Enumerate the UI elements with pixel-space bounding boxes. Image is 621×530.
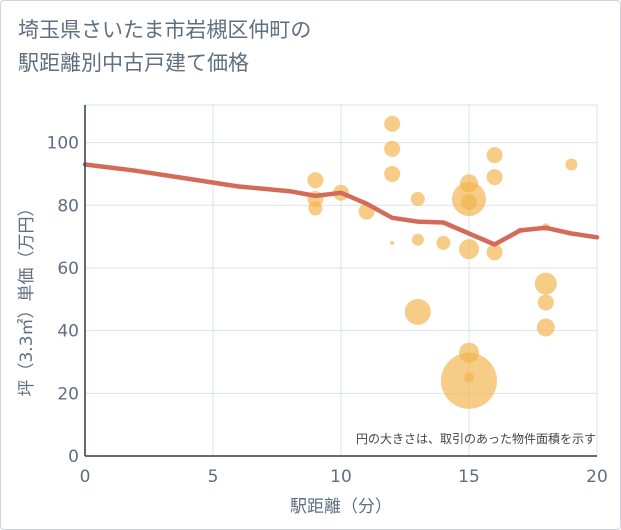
- x-tick-label: 10: [330, 467, 352, 487]
- data-bubble: [534, 272, 557, 295]
- data-bubble: [384, 165, 401, 182]
- data-bubble: [404, 298, 431, 325]
- y-tick-label: 100: [47, 134, 79, 154]
- data-bubble: [308, 201, 323, 216]
- bubble-size-note: 円の大きさは、取引のあった物件面積を示す: [356, 431, 596, 446]
- data-bubble: [410, 192, 425, 207]
- axes: 0 5 10 15 20 0 20 40 60 80 100: [47, 105, 608, 487]
- bubbles-layer: [307, 115, 578, 409]
- data-bubble: [486, 147, 503, 164]
- data-bubble: [459, 239, 479, 260]
- x-tick-label: 0: [80, 467, 91, 487]
- y-tick-label: 20: [57, 384, 79, 404]
- data-bubble: [384, 140, 401, 157]
- grid: [84, 104, 598, 457]
- data-bubble: [390, 240, 395, 245]
- x-tick-label: 15: [458, 467, 480, 487]
- y-tick-label: 0: [68, 447, 79, 467]
- data-bubble: [537, 294, 554, 311]
- data-bubble: [307, 172, 324, 189]
- y-tick-label: 40: [57, 322, 79, 342]
- x-axis-title: 駅距離（分）: [290, 497, 392, 517]
- y-tick-label: 80: [57, 196, 79, 216]
- data-bubble: [565, 158, 578, 171]
- x-tick-label: 5: [208, 467, 219, 487]
- x-tick-label: 20: [586, 467, 608, 487]
- trend-layer: [82, 162, 600, 247]
- data-bubble: [461, 194, 477, 211]
- trend-line: [82, 162, 600, 247]
- data-bubble: [384, 115, 401, 132]
- data-bubble: [436, 235, 451, 250]
- chart-title: 埼玉県さいたま市岩槻区仲町の 駅距離別中古戸建て価格: [18, 18, 312, 75]
- data-bubble: [536, 318, 555, 337]
- data-bubble: [486, 244, 503, 261]
- data-bubble: [486, 169, 503, 186]
- data-bubble: [411, 233, 424, 246]
- y-axis-title: 坪（3.3㎡）単価（万円）: [17, 199, 37, 396]
- data-bubble: [464, 372, 474, 383]
- y-tick-label: 60: [57, 259, 79, 279]
